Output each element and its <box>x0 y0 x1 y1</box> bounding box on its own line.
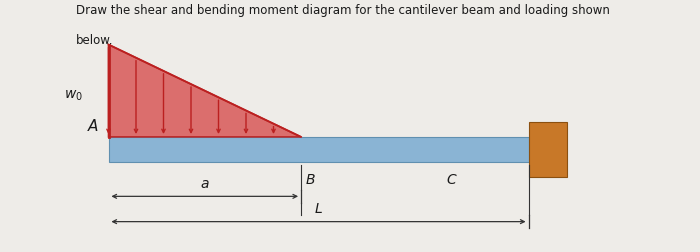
Text: A: A <box>88 118 98 134</box>
Text: $w_0$: $w_0$ <box>64 89 83 103</box>
Text: C: C <box>447 173 456 186</box>
Text: Draw the shear and bending moment diagram for the cantilever beam and loading sh: Draw the shear and bending moment diagra… <box>76 4 610 17</box>
Text: a: a <box>200 176 209 190</box>
Bar <box>108 137 528 163</box>
Bar <box>528 122 567 178</box>
Text: L: L <box>314 202 323 215</box>
Text: below.: below. <box>76 34 113 47</box>
Text: B: B <box>306 173 316 186</box>
Polygon shape <box>108 45 301 137</box>
